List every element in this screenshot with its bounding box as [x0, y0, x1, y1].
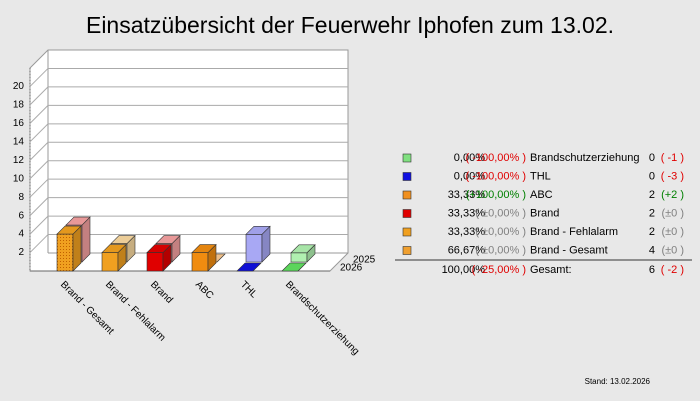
legend-count: 2: [649, 226, 655, 238]
legend-share: 33,33%: [448, 226, 486, 238]
grid-line: [29, 197, 49, 216]
legend-share: 100,00%: [442, 264, 486, 276]
legend-count: 0: [649, 170, 655, 182]
legend-swatch: [402, 172, 412, 181]
bar-top: [56, 225, 82, 235]
bar: [191, 243, 217, 272]
bar-front: [146, 252, 164, 272]
series-label: 2025: [353, 255, 376, 266]
y-tick-label: 18: [13, 100, 25, 111]
x-tick-label: Brand: [148, 279, 175, 306]
legend-change: (+100,00% ): [466, 189, 526, 201]
bar-top: [110, 235, 136, 244]
legend-share: 0,00%: [454, 170, 485, 182]
bar-front: [245, 234, 263, 263]
grid-line: [29, 123, 49, 143]
legend-count: 0: [649, 152, 655, 164]
legend-name: ABC: [530, 189, 553, 201]
legend-count: 2: [649, 207, 655, 219]
legend-swatch: [402, 153, 412, 163]
legend-change: ( -100,00% ): [465, 170, 526, 182]
bar-top: [155, 235, 181, 244]
bar: [245, 225, 271, 263]
bar: [146, 243, 172, 272]
bar: [101, 243, 127, 272]
chart-title: Einsatzübersicht der Feuerwehr Iphofen z…: [86, 12, 614, 38]
bar-top: [191, 244, 217, 253]
x-tick-label: Brandschutzerziehung: [283, 279, 361, 357]
legend-diff: ( -2 ): [661, 264, 684, 276]
bar-front: [101, 252, 119, 272]
grid-line: [29, 86, 49, 106]
bar-top: [290, 244, 316, 254]
legend-change: ( ±0,00% ): [475, 226, 526, 238]
legend-count: 2: [649, 189, 655, 201]
y-tick-label: 2: [18, 247, 24, 258]
legend-name: Brand - Fehlalarm: [530, 226, 618, 238]
grid-line: [29, 215, 49, 235]
x-tick-label: THL: [238, 279, 259, 300]
y-tick-label: 8: [18, 192, 24, 203]
bar-top: [101, 244, 127, 253]
legend-swatch: [402, 190, 412, 200]
legend-swatch: [402, 246, 412, 255]
grid-line: [29, 68, 49, 87]
grid-line: [29, 141, 49, 161]
grid-line: [29, 178, 49, 198]
legend-name: Brand: [530, 207, 559, 219]
bar-top: [281, 262, 307, 272]
legend-name: Brandschutzerziehung: [530, 152, 639, 164]
footer: Stand: 13.02.2026: [585, 377, 651, 386]
y-tick-label: 6: [18, 210, 24, 221]
legend-name: Brand - Gesamt: [530, 244, 608, 256]
legend-share: 33,33%: [448, 207, 486, 219]
bar-front: [56, 233, 74, 272]
y-tick-label: 12: [13, 155, 25, 166]
legend-name: THL: [530, 170, 551, 182]
y-tick-label: 10: [13, 173, 25, 184]
y-tick-label: 20: [13, 81, 25, 92]
legend-diff: (+2 ): [661, 189, 684, 201]
bar-front: [290, 252, 308, 263]
legend-change: ( -25,00% ): [472, 264, 526, 276]
legend-share: 0,00%: [454, 152, 485, 164]
bar-top: [65, 216, 91, 226]
bar: [290, 244, 316, 263]
legend-count: 6: [649, 264, 655, 276]
legend-share: 66,67%: [448, 244, 486, 256]
series-label: 2026: [340, 263, 363, 274]
legend-swatch: [402, 227, 412, 237]
y-tick-label: 14: [13, 136, 25, 147]
legend-swatch: [402, 209, 412, 218]
grid-line: [29, 160, 49, 180]
y-tick-label: 16: [13, 118, 25, 129]
x-tick-label: ABC: [193, 279, 215, 301]
legend-change: ( -100,00% ): [465, 152, 526, 164]
legend-share: 33,33%: [448, 189, 486, 201]
legend-diff: ( -3 ): [661, 170, 684, 182]
grid-line: [29, 105, 49, 124]
legend-diff: (±0 ): [661, 207, 684, 219]
bar-top: [146, 244, 172, 253]
bar: [281, 262, 307, 272]
bar: [56, 225, 82, 272]
bar-front: [191, 252, 209, 272]
y-tick-label: 4: [18, 229, 24, 240]
legend-name: Gesamt:: [530, 264, 572, 276]
bar-top: [245, 226, 271, 235]
bar-top: [236, 262, 262, 272]
legend-diff: (±0 ): [661, 226, 684, 238]
grid-line: [29, 234, 49, 253]
legend-change: ( ±0,00% ): [475, 207, 526, 219]
legend-diff: ( -1 ): [661, 152, 684, 164]
legend-change: ( ±0,00% ): [475, 244, 526, 256]
legend-diff: (±0 ): [661, 244, 684, 256]
legend-count: 4: [649, 244, 655, 256]
bar: [236, 262, 262, 272]
